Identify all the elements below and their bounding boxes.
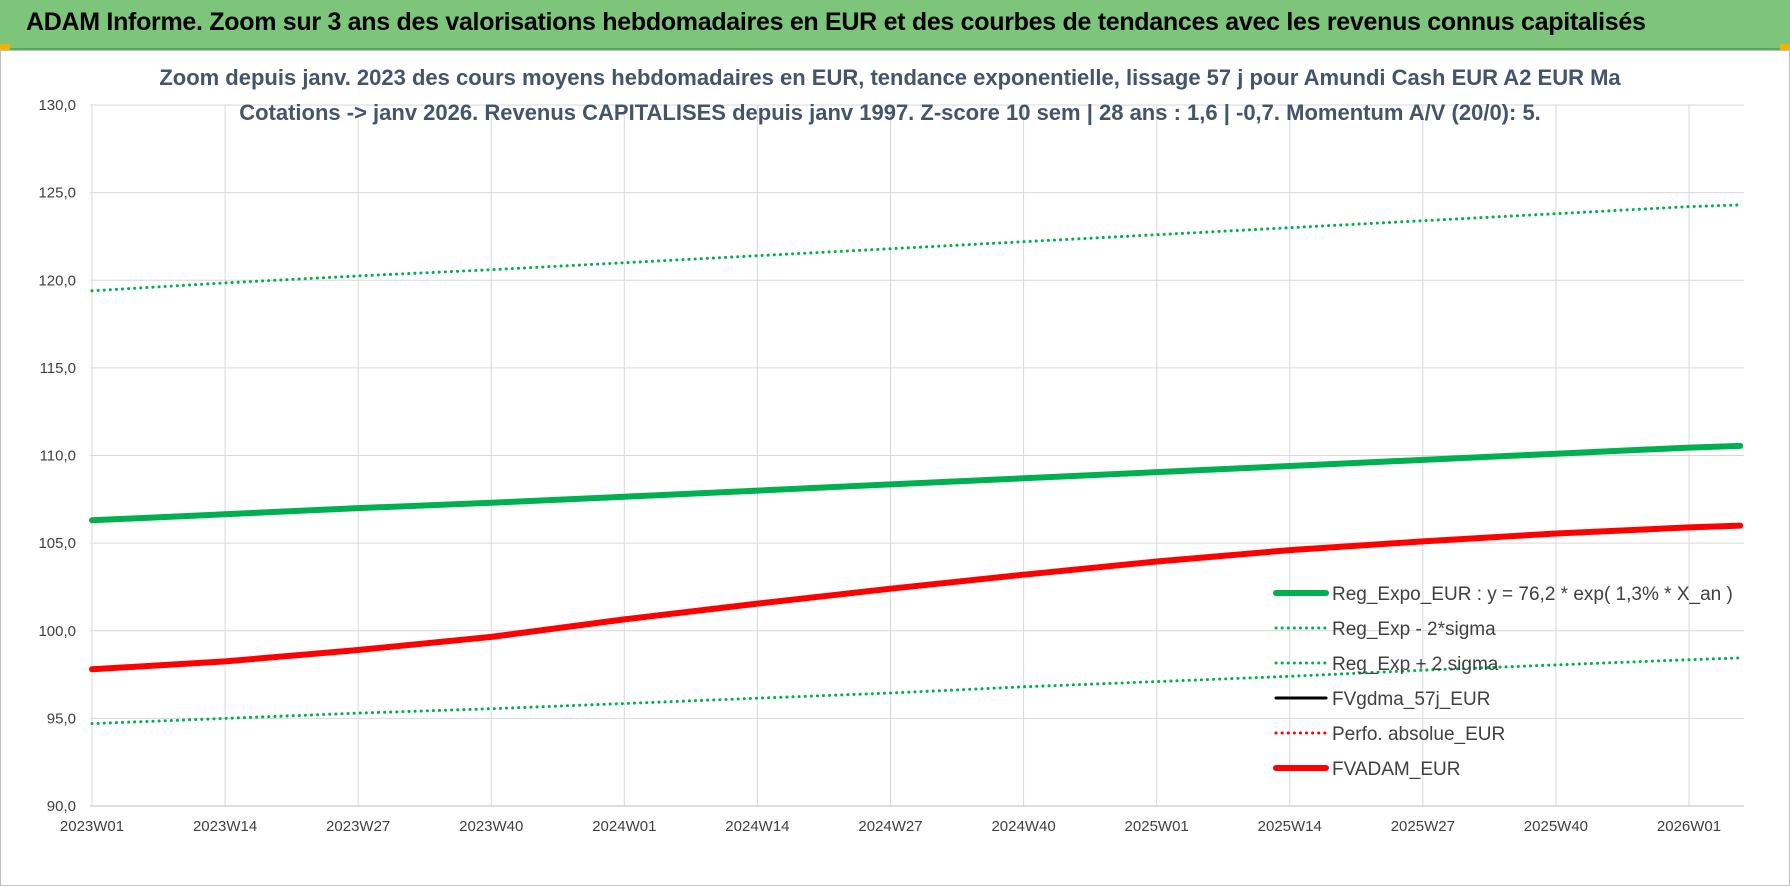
legend-label: FVgdma_57j_EUR <box>1332 689 1490 710</box>
x-tick-label: 2025W14 <box>1258 818 1322 835</box>
x-tick-label: 2024W01 <box>592 818 656 835</box>
x-tick-label: 2023W40 <box>459 818 523 835</box>
y-tick-label: 120,0 <box>38 272 76 289</box>
x-tick-label: 2025W01 <box>1125 818 1189 835</box>
chart-grid <box>90 104 1744 807</box>
legend-label: FVADAM_EUR <box>1332 759 1460 780</box>
chart-series <box>89 203 1744 726</box>
y-tick-label: 105,0 <box>38 535 76 552</box>
y-tick-label: 100,0 <box>38 623 76 640</box>
chart-legend: Reg_Expo_EUR : y = 76,2 * exp( 1,3% * X_… <box>1273 584 1733 780</box>
legend-label: Reg_Exp - 2*sigma <box>1332 619 1496 640</box>
report-title: ADAM Informe. Zoom sur 3 ans des valoris… <box>26 8 1646 36</box>
x-tick-label: 2023W01 <box>60 818 124 835</box>
series-line-1 <box>90 656 1742 726</box>
corner-marker-left <box>0 44 10 50</box>
x-tick-label: 2025W40 <box>1524 818 1588 835</box>
legend-label: Perfo. absolue_EUR <box>1332 724 1505 745</box>
y-tick-label: 125,0 <box>38 185 76 202</box>
chart-title: Zoom depuis janv. 2023 des cours moyens … <box>159 65 1621 125</box>
x-tick-label: 2024W14 <box>725 818 789 835</box>
y-tick-label: 130,0 <box>38 97 76 114</box>
x-tick-label: 2025W27 <box>1391 818 1455 835</box>
series-line-2 <box>90 203 1742 293</box>
y-tick-label: 115,0 <box>40 360 76 377</box>
chart-area <box>0 50 1790 886</box>
y-tick-label: 90,0 <box>47 798 76 815</box>
x-axis-ticks: 2023W01 2023W14 2023W27 2023W40 2024W01 2024W… <box>60 818 1721 835</box>
legend-label: Reg_Exp + 2 sigma <box>1332 654 1499 675</box>
y-tick-label: 110,0 <box>40 448 76 465</box>
x-tick-label: 2024W27 <box>858 818 922 835</box>
report-banner: ADAM Informe. Zoom sur 3 ans des valoris… <box>0 0 1790 50</box>
corner-marker-right <box>1780 44 1790 50</box>
line-chart: Zoom depuis janv. 2023 des cours moyens … <box>38 65 1744 835</box>
series-line-5 <box>89 522 1744 673</box>
x-tick-label: 2026W01 <box>1657 818 1721 835</box>
x-tick-label: 2023W14 <box>193 818 257 835</box>
series-line-0 <box>89 442 1744 524</box>
y-tick-label: 95,0 <box>47 710 76 727</box>
legend-label: Reg_Expo_EUR : y = 76,2 * exp( 1,3% * X_… <box>1332 584 1733 605</box>
x-tick-label: 2023W27 <box>326 818 390 835</box>
x-tick-label: 2024W40 <box>991 818 1055 835</box>
chart-title-line-1: Zoom depuis janv. 2023 des cours moyens … <box>159 65 1621 90</box>
y-axis-ticks: 90,0 95,0 100,0 105,0 110,0 115,0 120,0 125,0 13… <box>38 97 76 815</box>
chart-title-line-2: Cotations -> janv 2026. Revenus CAPITALI… <box>239 100 1541 125</box>
